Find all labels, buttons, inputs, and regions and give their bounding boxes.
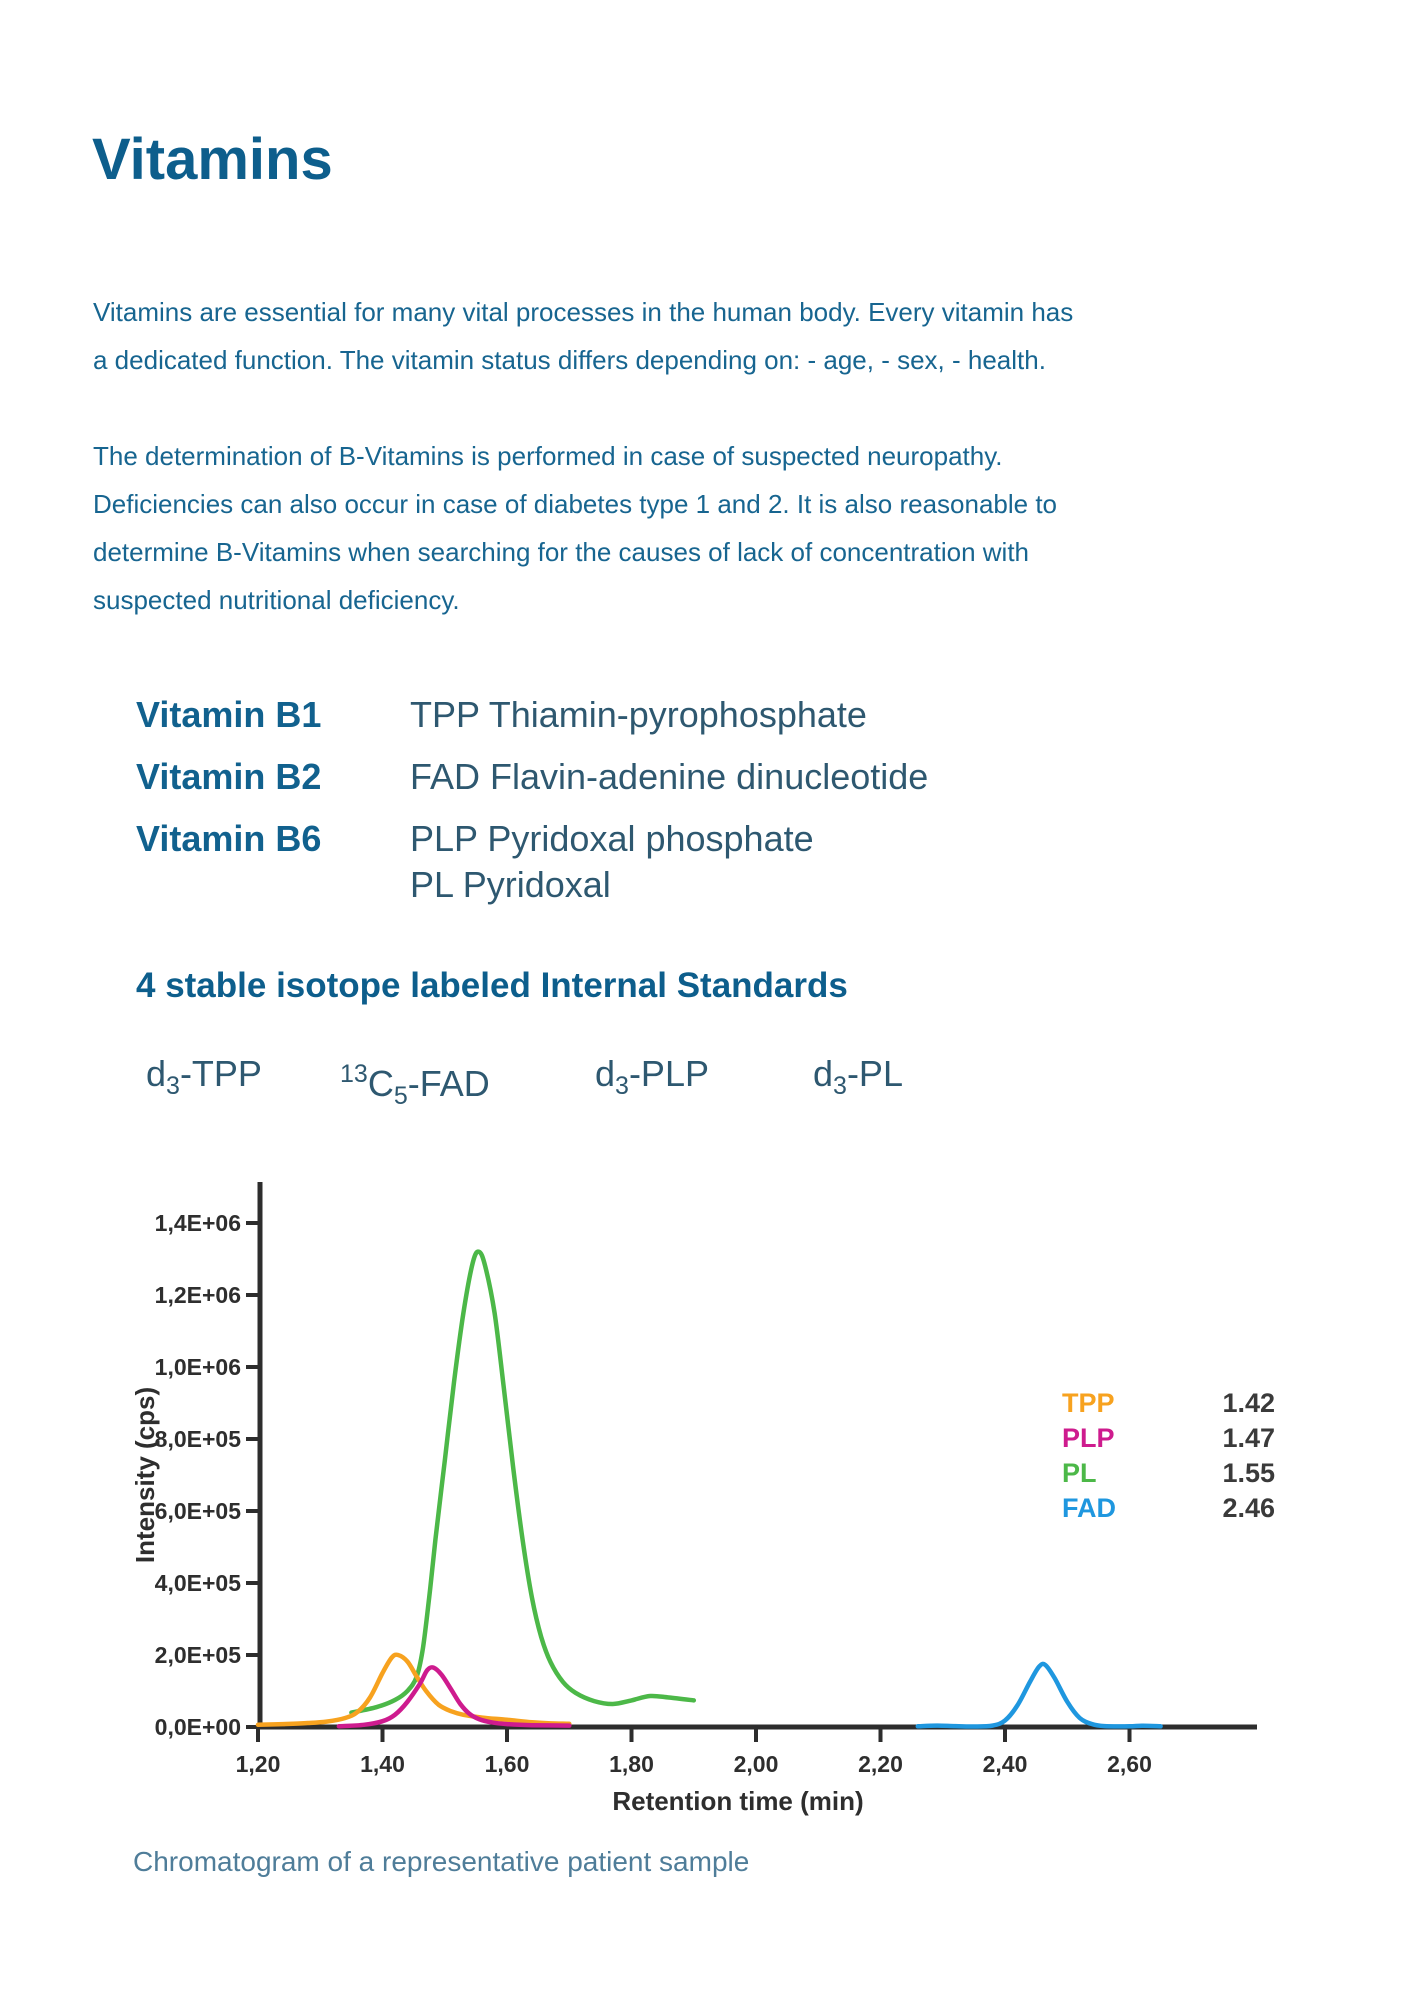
standard-text: -PL (846, 1053, 903, 1094)
internal-standards-row: d3-TPP 13C5-FAD d3-PLP d3-PL (0, 1048, 1414, 1110)
internal-standard-d3-PLP: d3-PLP (595, 1048, 709, 1112)
vitamin-label: Vitamin B6 (136, 818, 322, 859)
vitamin-label: Vitamin B2 (136, 756, 322, 797)
vitamin-row: Vitamin B6 PLP Pyridoxal phosphate PL Pyr… (136, 816, 1036, 908)
legend-value-TPP: 1.42 (1222, 1388, 1275, 1418)
legend-label-PL: PL (1062, 1458, 1097, 1488)
standard-sub-text: 3 (833, 1072, 847, 1100)
series-curves (255, 1249, 1163, 1729)
y-tick-label: 1,2E+06 (155, 1282, 241, 1308)
internal-standard-d3-PL: d3-PL (813, 1048, 903, 1112)
vitamin-list: Vitamin B1 TPP Thiamin-pyrophosphate Vitam… (136, 692, 1036, 924)
y-tick-label: 2,0E+05 (155, 1642, 242, 1668)
y-tick-label: 6,0E+05 (155, 1498, 242, 1524)
y-tick-label: 8,0E+05 (155, 1426, 242, 1452)
y-axis-title: Intensity (cps) (130, 1387, 160, 1563)
standard-text: -FAD (407, 1063, 490, 1104)
x-tick-label: 1,80 (609, 1751, 654, 1777)
x-axis-ticks: 1,20 1,40 1,60 1,80 2,00 2,20 2,40 2,60 (236, 1727, 1152, 1777)
intro-paragraph: Vitamins are essential for many vital pr… (93, 297, 1074, 375)
legend-label-FAD: FAD (1062, 1493, 1116, 1523)
vitamin-compounds: FAD Flavin-adenine dinucleotide (410, 756, 929, 797)
standard-sub-text: 3 (166, 1072, 180, 1100)
y-tick-label: 1,0E+06 (155, 1354, 241, 1380)
legend-value-PLP: 1.47 (1222, 1423, 1275, 1453)
vitamin-compounds: PLP Pyridoxal phosphate PL Pyridoxal (410, 818, 814, 905)
x-tick-label: 2,00 (734, 1751, 779, 1777)
vitamin-compounds: TPP Thiamin-pyrophosphate (410, 694, 867, 735)
standard-sub-text: 5 (393, 1082, 408, 1110)
y-tick-label: 0,0E+00 (155, 1714, 241, 1740)
internal-standards-heading: 4 stable isotope labeled Internal Standa… (136, 966, 848, 1005)
determination-paragraph: The determination of B-Vitamins is perfo… (93, 441, 1058, 615)
x-tick-label: 1,60 (485, 1751, 530, 1777)
axes (257, 1182, 1257, 1730)
standard-text: -PLP (628, 1053, 709, 1094)
legend-value-PL: 1.55 (1222, 1458, 1275, 1488)
chromatogram-svg: 0,0E+00 2,0E+05 4,0E+05 6,0E+05 8,0E+05 1,0E+… (130, 1182, 1275, 1816)
x-axis-title: Retention time (min) (612, 1786, 863, 1816)
x-tick-label: 1,40 (360, 1751, 405, 1777)
vitamin-row: Vitamin B2 FAD Flavin-adenine dinucleotid… (136, 754, 1036, 800)
standard-sub-text: 3 (615, 1072, 629, 1100)
internal-standard-13C5-FAD: 13C5-FAD (340, 1048, 490, 1122)
y-axis-ticks: 0,0E+00 2,0E+05 4,0E+05 6,0E+05 8,0E+05 1,0E+… (155, 1210, 261, 1740)
page-title: Vitamins (92, 127, 333, 192)
curve-FAD (915, 1661, 1163, 1729)
standard-text: d (146, 1053, 167, 1094)
vitamin-row: Vitamin B1 TPP Thiamin-pyrophosphate (136, 692, 1036, 738)
standard-text: d (595, 1053, 616, 1094)
y-tick-label: 4,0E+05 (155, 1570, 242, 1596)
standard-text: C (367, 1063, 394, 1104)
x-tick-label: 2,60 (1107, 1751, 1152, 1777)
chromatogram-chart: 0,0E+00 2,0E+05 4,0E+05 6,0E+05 8,0E+05 1,0E+… (120, 1160, 1300, 1820)
standard-text: d (813, 1053, 834, 1094)
y-tick-label: 1,4E+06 (155, 1210, 241, 1236)
internal-standard-d3-TPP: d3-TPP (146, 1048, 262, 1112)
x-tick-label: 2,20 (858, 1751, 903, 1777)
curve-PLP (336, 1665, 572, 1729)
chart-legend: TPP 1.42 PLP 1.47 PL 1.55 FAD 2.46 (1062, 1388, 1275, 1523)
legend-label-PLP: PLP (1062, 1423, 1115, 1453)
legend-value-FAD: 2.46 (1222, 1493, 1275, 1523)
legend-label-TPP: TPP (1062, 1388, 1115, 1418)
curve-PL (349, 1249, 697, 1715)
vitamin-label: Vitamin B1 (136, 694, 322, 735)
curve-TPP (255, 1652, 572, 1728)
standard-text: -TPP (179, 1053, 262, 1094)
x-tick-label: 2,40 (983, 1751, 1028, 1777)
standard-sup-text: 13 (340, 1060, 368, 1088)
chart-caption: Chromatogram of a representative patient… (133, 1846, 750, 1877)
x-tick-label: 1,20 (236, 1751, 281, 1777)
